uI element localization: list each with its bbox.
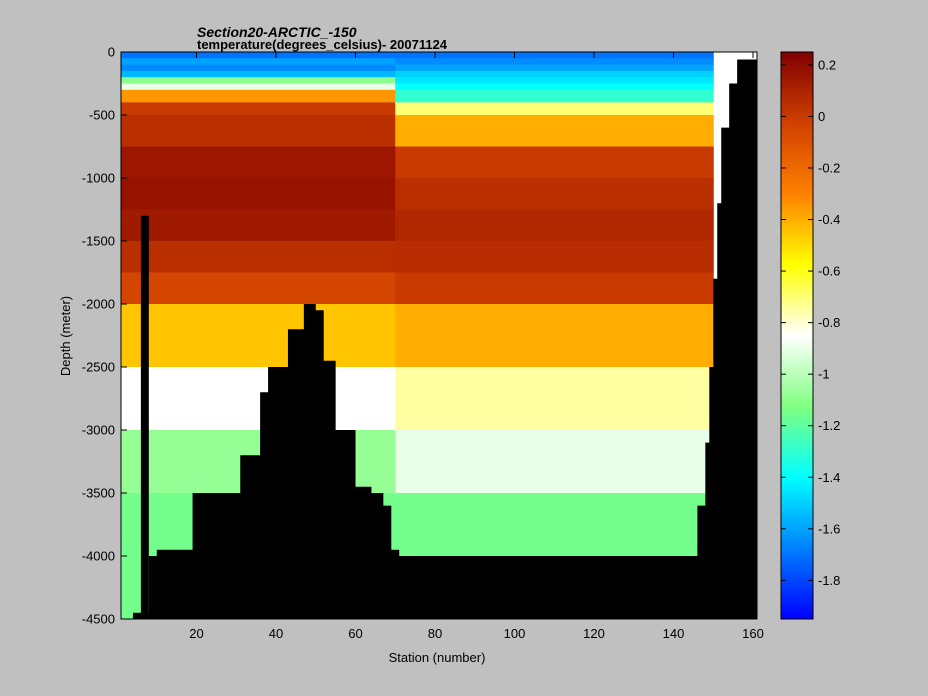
colorbar-tick-label: -1.2 <box>818 418 840 433</box>
heatmap-cell-western-8 <box>121 115 396 147</box>
colorbar-tick-label: -1.8 <box>818 573 840 588</box>
heatmap-cell-western-6 <box>121 89 396 103</box>
heatmap-cell-eastern-5 <box>395 83 714 91</box>
colorbar-tick-label: 0.2 <box>818 57 836 72</box>
colorbar-tick-label: 0 <box>818 109 825 124</box>
chart-title: Section20-ARCTIC_-150 <box>197 24 357 40</box>
seafloor-ridge <box>140 215 149 619</box>
heatmap-cell-eastern-0 <box>395 52 714 59</box>
y-tick-label: -4000 <box>82 549 115 564</box>
heatmap-cell-eastern-2 <box>395 64 714 72</box>
colorbar-tick-label: -1 <box>818 367 830 382</box>
heatmap-cell-eastern-1 <box>395 58 714 66</box>
colorbar-tick-label: -1.4 <box>818 470 840 485</box>
heatmap-cell-western-3 <box>121 70 396 78</box>
colorbar-tick-label: -0.2 <box>818 160 840 175</box>
heatmap-cell-eastern-4 <box>395 77 714 84</box>
heatmap-cell-western-2 <box>121 64 396 72</box>
y-tick-label: -4500 <box>82 612 115 627</box>
plot-area <box>121 52 757 619</box>
colorbar-gradient <box>780 51 814 620</box>
heatmap-cell-western-12 <box>121 241 396 273</box>
colorbar-tick-label: -0.4 <box>818 212 840 227</box>
heatmap-cell-eastern-13 <box>395 272 714 305</box>
heatmap-cell-eastern-9 <box>395 146 714 179</box>
x-tick-label: 80 <box>428 626 442 641</box>
heatmap-cell-eastern-7 <box>395 102 714 116</box>
heatmap-cell-western-1 <box>121 58 396 66</box>
heatmap-cell-western-9 <box>121 146 396 179</box>
heatmap-cell-western-13 <box>121 272 396 305</box>
y-axis-label: Depth (meter) <box>58 296 73 376</box>
x-tick-label: 60 <box>348 626 362 641</box>
heatmap-cell-western-7 <box>121 102 396 116</box>
x-axis: 20 40 60 80 100 120 140 160 <box>189 52 764 641</box>
colorbar-tick-label: -0.6 <box>818 264 840 279</box>
y-tick-label: -1000 <box>82 171 115 186</box>
y-tick-label: -2500 <box>82 360 115 375</box>
x-tick-label: 20 <box>189 626 203 641</box>
heatmap-cell-western-5 <box>121 83 396 91</box>
heatmap-cell-western-15 <box>121 367 396 431</box>
y-tick-label: 0 <box>108 45 115 60</box>
x-tick-label: 120 <box>583 626 605 641</box>
x-tick-label: 140 <box>663 626 685 641</box>
heatmap-cell-western-4 <box>121 77 396 84</box>
x-axis-label: Station (number) <box>389 650 486 665</box>
x-tick-label: 160 <box>742 626 764 641</box>
colorbar-ticks: 0.2 0 -0.2 -0.4 -0.6 -0.8 -1 -1.2 -1.4 -1.6 -1.8 <box>781 57 840 588</box>
heatmap-cell-eastern-15 <box>395 367 714 431</box>
heatmap-cell-eastern-8 <box>395 115 714 147</box>
heatmap-cell-eastern-3 <box>395 70 714 78</box>
y-tick-label: -1500 <box>82 234 115 249</box>
colorbar-tick-label: -1.6 <box>818 521 840 536</box>
y-tick-label: -500 <box>89 108 115 123</box>
y-tick-label: -2000 <box>82 297 115 312</box>
seafloor-terrain <box>121 52 757 619</box>
heatmap-cell-eastern-10 <box>395 178 714 210</box>
chart-subtitle: temperature(degrees_celsius)- 20071124 <box>197 37 448 52</box>
heatmap-cell-eastern-11 <box>395 209 714 242</box>
heatmap-cell-western-10 <box>121 178 396 210</box>
heatmap-cell-western-11 <box>121 209 396 242</box>
heatmap-cell-eastern-6 <box>395 89 714 103</box>
plot-frame <box>120 51 758 620</box>
colorbar-tick-label: -0.8 <box>818 315 840 330</box>
heatmap-cell-eastern-16 <box>395 430 714 494</box>
y-axis: 0 -500 -1000 -1500 -2000 -2500 -3000 -3500 -4000… <box>82 45 757 627</box>
heatmap-cell-eastern-14 <box>395 304 714 368</box>
y-tick-label: -3000 <box>82 423 115 438</box>
heatmap-cell-western-0 <box>121 52 396 59</box>
colorbar: 0.2 0 -0.2 -0.4 -0.6 -0.8 -1 -1.2 -1.4 -1.6 -1.8 <box>780 51 840 620</box>
heatmap-cell-eastern-12 <box>395 241 714 273</box>
x-tick-label: 100 <box>504 626 526 641</box>
y-tick-label: -3500 <box>82 486 115 501</box>
heatmap-cell-western-14 <box>121 304 396 368</box>
heatmap-cell-eastern-17 <box>395 493 714 557</box>
x-tick-label: 40 <box>269 626 283 641</box>
